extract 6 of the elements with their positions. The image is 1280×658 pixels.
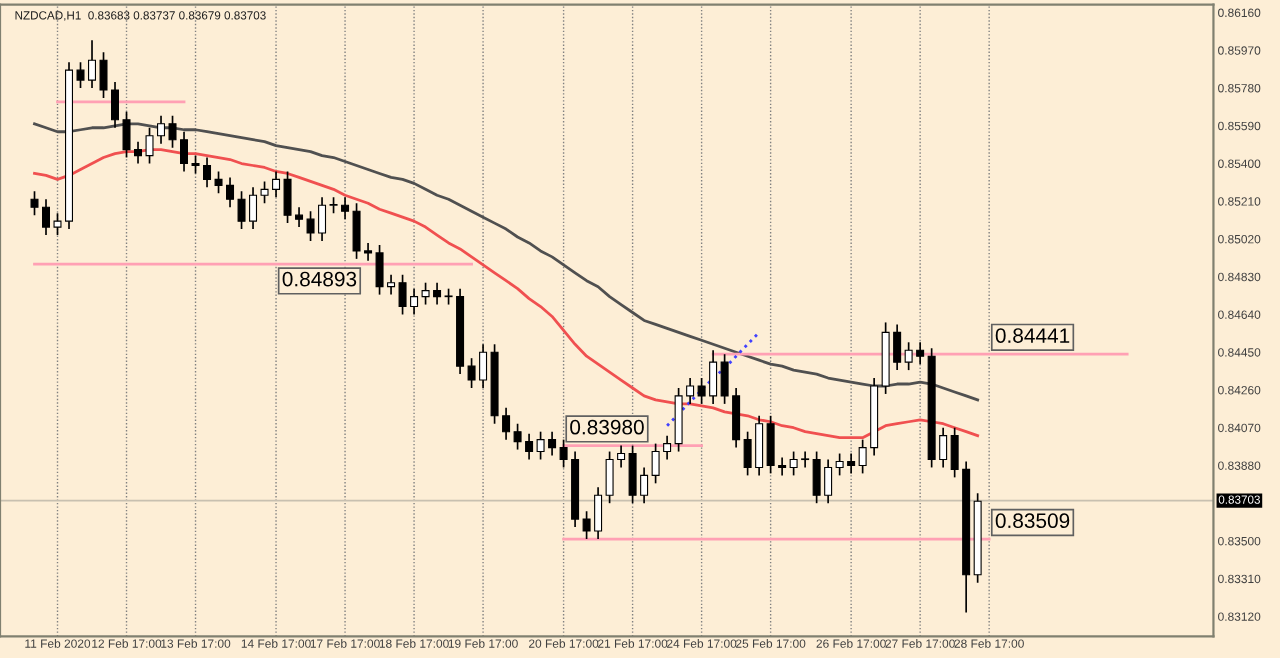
line-series bbox=[665, 330, 761, 428]
line-series bbox=[33, 122, 980, 402]
annotation: 0.83980 bbox=[570, 419, 644, 435]
annotation: 0.83509 bbox=[995, 513, 1070, 529]
annotation: 0.84893 bbox=[282, 271, 357, 287]
annotation: 0.84441 bbox=[995, 328, 1070, 343]
